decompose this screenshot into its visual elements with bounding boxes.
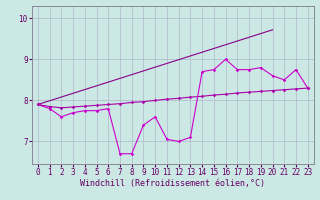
X-axis label: Windchill (Refroidissement éolien,°C): Windchill (Refroidissement éolien,°C) (80, 179, 265, 188)
